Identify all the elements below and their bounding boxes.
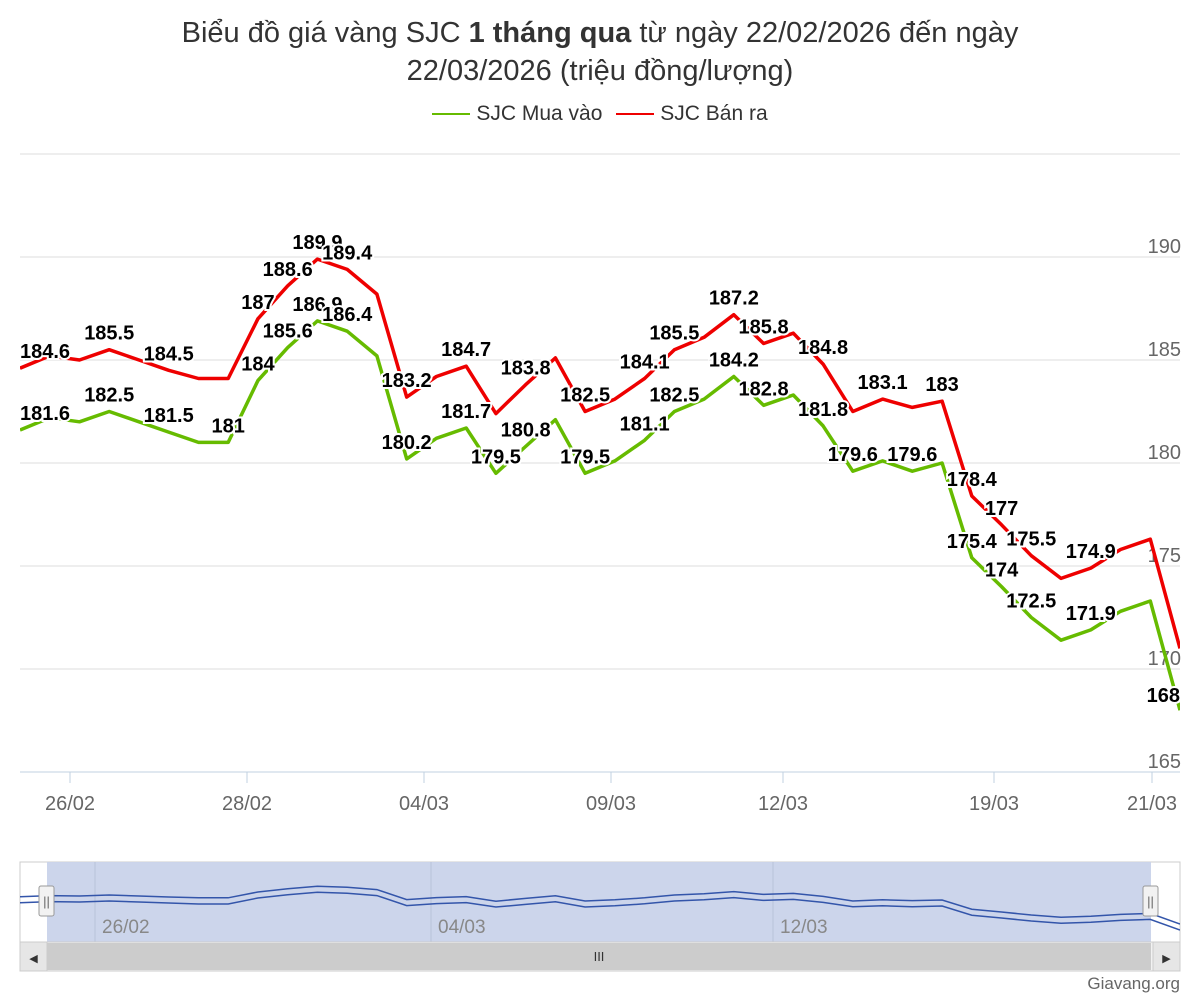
data-label-buy: 171.9 (1066, 603, 1116, 625)
data-label-sell: 182.5 (560, 385, 610, 407)
x-axis-ticks: 26/02 28/02 04/03 09/03 12/03 19/03 21/03 (45, 772, 1177, 815)
y-tick-label: 185 (1148, 339, 1181, 361)
data-label-buy: 180.8 (501, 420, 551, 442)
x-tick-label: 12/03 (758, 793, 808, 815)
data-label-buy: 182.8 (739, 378, 789, 400)
title-bold: 1 tháng qua (468, 17, 632, 49)
data-label-buy: 181.8 (798, 399, 848, 421)
navigator[interactable]: 26/02 04/03 12/03 || || (19, 861, 1181, 943)
data-label-buy: 179.6 (828, 444, 878, 466)
grid-lines (20, 153, 1180, 670)
scrollbar[interactable]: III ◀ ▶ (19, 941, 1181, 972)
scrollbar-grip: III (594, 949, 605, 964)
data-label-buy: 181.5 (144, 405, 194, 427)
x-tick-label: 19/03 (969, 793, 1019, 815)
legend-label-sell: SJC Bán ra (660, 102, 768, 125)
legend-label-buy: SJC Mua vào (476, 102, 603, 125)
chart-title: Biểu đồ giá vàng SJC 1 tháng qua từ ngày… (0, 14, 1200, 90)
data-label-sell: 184.7 (441, 339, 491, 361)
series-line-buy[interactable] (20, 319, 1180, 711)
data-label-buy: 186.4 (322, 304, 373, 326)
navigator-handle-left[interactable]: || (38, 885, 55, 917)
data-label-sell: 184.6 (20, 341, 70, 363)
data-label-sell: 174.9 (1066, 541, 1116, 563)
data-label-buy: 180.2 (382, 432, 432, 454)
navigator-line-buy (20, 891, 1180, 931)
data-label-sell: 185.8 (739, 317, 789, 339)
data-label-buy: 184.2 (709, 349, 759, 371)
data-label-buy: 179.6 (887, 444, 937, 466)
series-line-sell[interactable] (20, 257, 1180, 649)
data-label-buy: 181.1 (620, 413, 670, 435)
navigator-selection[interactable] (47, 862, 1151, 942)
x-tick-label: 21/03 (1127, 793, 1177, 815)
legend-item-sell[interactable]: SJC Bán ra (616, 102, 768, 125)
navigator-label: 04/03 (438, 917, 486, 938)
data-label-buy: 179.5 (471, 446, 521, 468)
x-tick-label: 09/03 (586, 793, 636, 815)
scroll-left-button[interactable]: ◀ (19, 941, 48, 972)
legend-item-buy[interactable]: SJC Mua vào (432, 102, 602, 125)
scroll-left-arrow-icon: ◀ (29, 953, 38, 965)
navigator-label: 26/02 (102, 917, 150, 938)
data-label-buy: 174 (985, 560, 1019, 582)
navigator-grid: 26/02 04/03 12/03 (94, 862, 828, 942)
navigator-label: 12/03 (780, 917, 828, 938)
navigator-series (20, 885, 1180, 931)
data-label-sell: 187.2 (709, 288, 759, 310)
data-label-sell: 185.5 (84, 323, 134, 345)
y-tick-label: 190 (1148, 236, 1181, 258)
data-label-buy: 175.4 (947, 531, 998, 553)
data-label-sell: 188.6 (263, 259, 313, 281)
data-label-sell: 184.8 (798, 337, 848, 359)
scrollbar-thumb[interactable] (47, 943, 1151, 970)
chart-title-line2: 22/03/2026 (triệu đồng/lượng) (406, 55, 794, 87)
data-label-sell: 184.5 (144, 343, 194, 365)
data-label-sell: 175.5 (1006, 529, 1056, 551)
x-tick-label: 28/02 (222, 793, 272, 815)
data-label-sell: 183 (925, 374, 958, 396)
credit-link[interactable]: Giavang.org (1087, 974, 1180, 993)
data-label-buy: 184 (241, 354, 275, 376)
data-label-buy: 168 (1147, 685, 1180, 707)
data-label-sell: 178.4 (947, 469, 998, 491)
data-label-buy: 181.7 (441, 401, 491, 423)
chart-legend: SJC Mua vào SJC Bán ra (0, 102, 1200, 126)
data-label-buy: 182.5 (84, 385, 134, 407)
scroll-right-arrow-icon: ▶ (1162, 953, 1171, 965)
data-label-buy: 181 (212, 415, 245, 437)
data-label-sell: 177 (985, 498, 1018, 520)
x-tick-label: 26/02 (45, 793, 95, 815)
scroll-right-button[interactable]: ▶ (1152, 941, 1181, 972)
legend-swatch-sell (616, 113, 655, 116)
data-label-buy: 181.6 (20, 403, 70, 425)
data-label-sell: 183.1 (858, 372, 908, 394)
data-label-sell: 185.5 (649, 323, 699, 345)
series-lines (20, 257, 1180, 711)
data-label-sell: 183.8 (501, 358, 551, 380)
data-label-buy: 186.9 (292, 294, 342, 316)
data-label-sell: 184.1 (620, 352, 670, 374)
data-label-sell: 183.2 (382, 370, 432, 392)
y-tick-label: 180 (1148, 442, 1181, 464)
navigator-handle-right[interactable]: || (1142, 885, 1159, 917)
data-label-buy: 172.5 (1006, 591, 1056, 613)
navigator-line-sell (20, 885, 1180, 925)
x-tick-label: 04/03 (399, 793, 449, 815)
data-label-buy: 179.5 (560, 446, 610, 468)
data-label-sell: 189.4 (322, 242, 373, 264)
data-label-sell: 187 (241, 292, 274, 314)
title-part2: từ ngày 22/02/2026 đến ngày (631, 17, 1019, 49)
data-label-buy: 185.6 (263, 321, 313, 343)
chart-title-line1: Biểu đồ giá vàng SJC 1 tháng qua từ ngày… (0, 14, 1200, 52)
data-label-sell: 189.9 (292, 232, 342, 254)
legend-swatch-buy (432, 113, 471, 116)
navigator-handle-right-grip: || (1147, 894, 1154, 909)
data-label-buy: 182.5 (649, 385, 699, 407)
navigator-handle-left-grip: || (43, 894, 50, 909)
y-tick-label: 165 (1148, 751, 1181, 773)
title-part1: Biểu đồ giá vàng SJC (181, 17, 469, 49)
